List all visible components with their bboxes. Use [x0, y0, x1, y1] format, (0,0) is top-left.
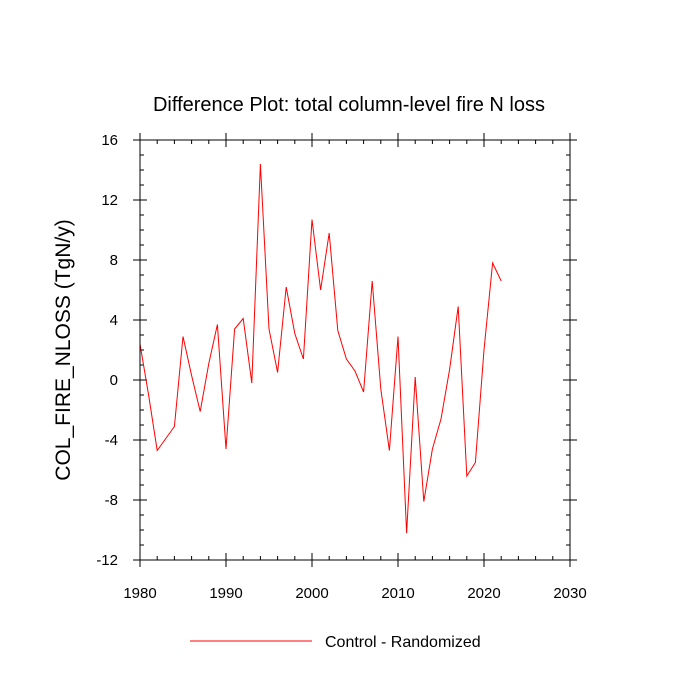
y-axis-title: COL_FIRE_NLOSS (TgN/y)	[52, 219, 75, 480]
x-tick-label: 2000	[295, 585, 328, 602]
y-tick-label: -8	[105, 492, 118, 509]
legend-label-control-randomized: Control - Randomized	[325, 634, 481, 651]
y-tick-label: 8	[110, 252, 118, 269]
series-line-control-randomized	[139, 163, 502, 534]
y-tick-label: 4	[110, 312, 118, 329]
y-tick-label: -12	[96, 552, 118, 569]
x-tick-label: 2010	[381, 585, 414, 602]
legend: Control - Randomized	[190, 634, 481, 651]
chart-title: Difference Plot: total column-level fire…	[153, 94, 545, 116]
series-layer	[139, 163, 502, 534]
plot-frame	[139, 139, 571, 561]
y-tick-label: 0	[110, 372, 118, 389]
y-tick-label: 12	[101, 192, 118, 209]
y-tick-label: 16	[101, 132, 118, 149]
x-tick-label: 1980	[123, 585, 156, 602]
x-tick-label: 1990	[209, 585, 242, 602]
y-tick-label: -4	[105, 432, 118, 449]
ticks-layer: 1980 1990 2000 2010 2020 2030 -12 -8 -4 0 4 8 12 16	[96, 132, 586, 602]
x-tick-label: 2020	[467, 585, 500, 602]
x-tick-label: 2030	[553, 585, 586, 602]
